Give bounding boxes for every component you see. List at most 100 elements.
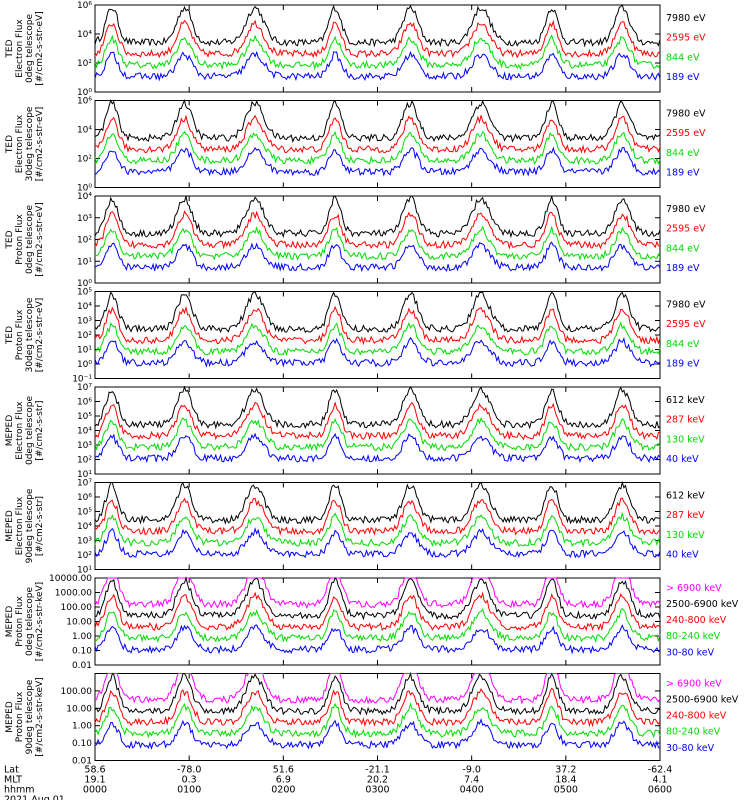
x-axis-footer: Lat 58.6 -78.0 51.6 -21.1 -9.0 37.2 -62.4 MLT 19.… xyxy=(4,765,672,800)
x-tick-label: 6.9 xyxy=(276,775,291,786)
series-line xyxy=(94,114,661,154)
y-tick-label: 0.10 xyxy=(72,739,92,749)
y-tick-label: 10.00 xyxy=(66,618,92,628)
y-tick-label: 10⁵ xyxy=(77,412,92,422)
y-tick-label: 10⁴ xyxy=(77,192,92,202)
x-tick-label: 7.4 xyxy=(464,775,479,786)
y-tick-label: 10¹ xyxy=(77,566,92,576)
legend-entry: 30-80 keV xyxy=(666,743,715,754)
legend-entry: 30-80 keV xyxy=(666,647,715,658)
y-tick-label: 10⁴ xyxy=(77,302,92,312)
legend-entry: 189 eV xyxy=(666,263,700,274)
y-tick-label: 10¹ xyxy=(77,470,92,480)
y-tick-label: 0.01 xyxy=(72,661,92,671)
y-tick-label: 10³ xyxy=(77,214,92,224)
series-line xyxy=(94,607,661,643)
y-tick-label: 10² xyxy=(77,551,92,561)
y-axis-label-line: TED xyxy=(5,326,15,345)
legend-entry: 189 eV xyxy=(666,168,700,179)
x-tick-label: 0.3 xyxy=(182,775,197,786)
y-axis-label-line: MEPED xyxy=(5,701,15,733)
legend-entry: 2500-6900 keV xyxy=(666,695,739,706)
y-axis-label-line: Proton Flux xyxy=(15,214,25,265)
y-tick-label: 10⁵ xyxy=(77,288,92,298)
y-tick-label: 10² xyxy=(77,59,92,69)
series-line xyxy=(94,417,661,452)
x-tick-label: 37.2 xyxy=(555,765,576,776)
y-tick-label: 10⁴ xyxy=(77,126,92,136)
series-line xyxy=(94,336,661,368)
legend-entry: 7980 eV xyxy=(666,299,706,310)
panel-frame xyxy=(94,100,661,188)
y-axis-label-line: [#/cm2-s-str-eV] xyxy=(35,11,45,86)
y-tick-label: 10⁶ xyxy=(77,1,92,11)
date-label: 2021 Aug 01 xyxy=(4,795,65,800)
y-axis-label-line: [#/cm2-s-str-keV] xyxy=(35,582,45,661)
panel-2: 10⁰ 10² 10⁴ 10⁶ TED Electron Flux 30deg telesc… xyxy=(5,97,706,194)
y-tick-label: 10¹ xyxy=(77,257,92,267)
y-axis-label-line: Electron Flux xyxy=(15,114,25,173)
y-axis-label-line: 0deg telescope xyxy=(25,396,35,466)
y-tick-label: 10² xyxy=(77,456,92,466)
panel-5: 10¹ 10² 10³ 10⁴ 10⁵ 10⁶ 10⁷ MEPED Electron Flux 0… xyxy=(5,383,705,480)
legend-entry: 7980 eV xyxy=(666,13,706,24)
y-axis-label-line: [#/cm2-s-str-eV] xyxy=(35,107,45,182)
y-axis-label-line: 90deg telescope xyxy=(25,488,35,563)
x-tick-label: 0000 xyxy=(83,785,107,796)
panel-frame xyxy=(94,4,661,93)
series-line xyxy=(94,702,661,739)
series-line xyxy=(94,718,661,750)
x-tick-label: 0100 xyxy=(177,785,201,796)
y-axis-label-line: TED xyxy=(5,230,15,249)
legend-entry: 240-800 keV xyxy=(666,711,727,722)
y-tick-label: 10¹ xyxy=(77,346,92,356)
legend-entry: 130 keV xyxy=(666,434,705,445)
y-tick-label: 1.00 xyxy=(72,632,92,642)
y-tick-label: 10⁻¹ xyxy=(72,375,92,385)
legend-entry: 80-240 keV xyxy=(666,727,721,738)
series-line xyxy=(94,210,661,250)
series-line xyxy=(94,19,661,59)
legend-entry: 844 eV xyxy=(666,148,700,159)
y-axis-label-line: 0deg telescope xyxy=(25,205,35,275)
series-line xyxy=(94,687,661,728)
series-line xyxy=(94,34,661,71)
y-tick-label: 10000.00 xyxy=(49,574,92,584)
series-line xyxy=(94,497,661,536)
panel-frame xyxy=(94,386,661,475)
y-axis-label-line: 0deg telescope xyxy=(25,14,35,84)
x-tick-label: 19.1 xyxy=(84,775,105,786)
y-axis-label-line: 30deg telescope xyxy=(25,297,35,372)
panel-1: 10⁰ 10² 10⁴ 10⁶ TED Electron Flux 0deg telesco… xyxy=(5,1,706,98)
x-tick-label: 0200 xyxy=(271,785,295,796)
x-tick-label: -62.4 xyxy=(648,765,673,776)
legend-entry: > 6900 keV xyxy=(666,583,722,594)
y-tick-label: 10⁴ xyxy=(77,30,92,40)
x-tick-label: 0300 xyxy=(365,785,389,796)
legend-entry: 2595 eV xyxy=(666,128,706,139)
legend-entry: 2595 eV xyxy=(666,33,706,44)
x-axis-row-label: hhmm xyxy=(4,785,35,796)
series-line xyxy=(94,241,661,273)
series-line xyxy=(94,385,661,430)
y-axis-label-line: MEPED xyxy=(5,415,15,447)
legend-entry: 189 eV xyxy=(666,359,700,370)
y-axis-label-line: [#/cm2-s-str] xyxy=(35,400,45,460)
x-tick-label: 51.6 xyxy=(273,765,294,776)
x-tick-label: 0500 xyxy=(554,785,578,796)
legend-entry: 40 keV xyxy=(666,454,699,465)
legend-entry: 130 keV xyxy=(666,530,705,541)
series-line xyxy=(94,512,661,548)
x-tick-label: 20.2 xyxy=(367,775,388,786)
y-tick-label: 10⁶ xyxy=(77,398,92,408)
y-axis-label-line: Proton Flux xyxy=(15,596,25,647)
panel-6: 10¹ 10² 10³ 10⁴ 10⁵ 10⁶ 10⁷ MEPED Electron Flux 9… xyxy=(5,479,705,576)
series-line xyxy=(94,577,661,609)
y-axis-label-line: [#/cm2-s-str] xyxy=(35,496,45,556)
series-line xyxy=(94,130,661,166)
y-tick-label: 0.01 xyxy=(72,757,92,767)
y-tick-label: 10⁶ xyxy=(77,493,92,503)
y-tick-label: 0.10 xyxy=(72,647,92,657)
y-axis-label-line: 90deg telescope xyxy=(25,679,35,754)
